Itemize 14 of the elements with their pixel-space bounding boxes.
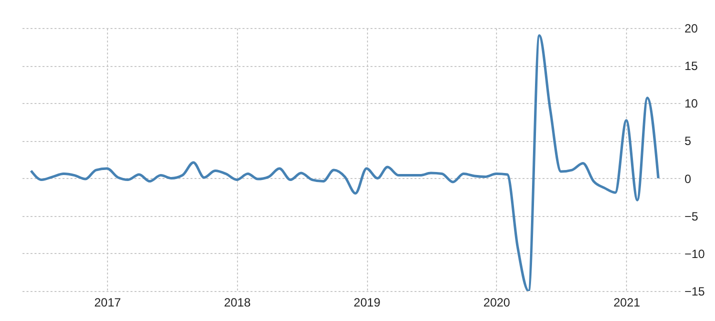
y-tick-label: 5 (684, 134, 692, 148)
x-tick-label: 2018 (224, 296, 251, 310)
line-series (30, 34, 660, 291)
x-tick-label: 2019 (354, 296, 381, 310)
y-tick-label: 0 (684, 172, 692, 186)
x-tick-label: 2020 (483, 296, 510, 310)
y-tick-label: −10 (684, 246, 706, 261)
y-tick-label: 20 (684, 22, 698, 36)
y-tick-label: 15 (684, 59, 698, 74)
x-tick-label: 2021 (613, 296, 641, 310)
x-tick-label: 2017 (94, 296, 122, 310)
y-tick-label: −5 (684, 209, 699, 224)
y-tick-label: −15 (684, 284, 706, 298)
y-tick-label: 10 (684, 96, 698, 111)
